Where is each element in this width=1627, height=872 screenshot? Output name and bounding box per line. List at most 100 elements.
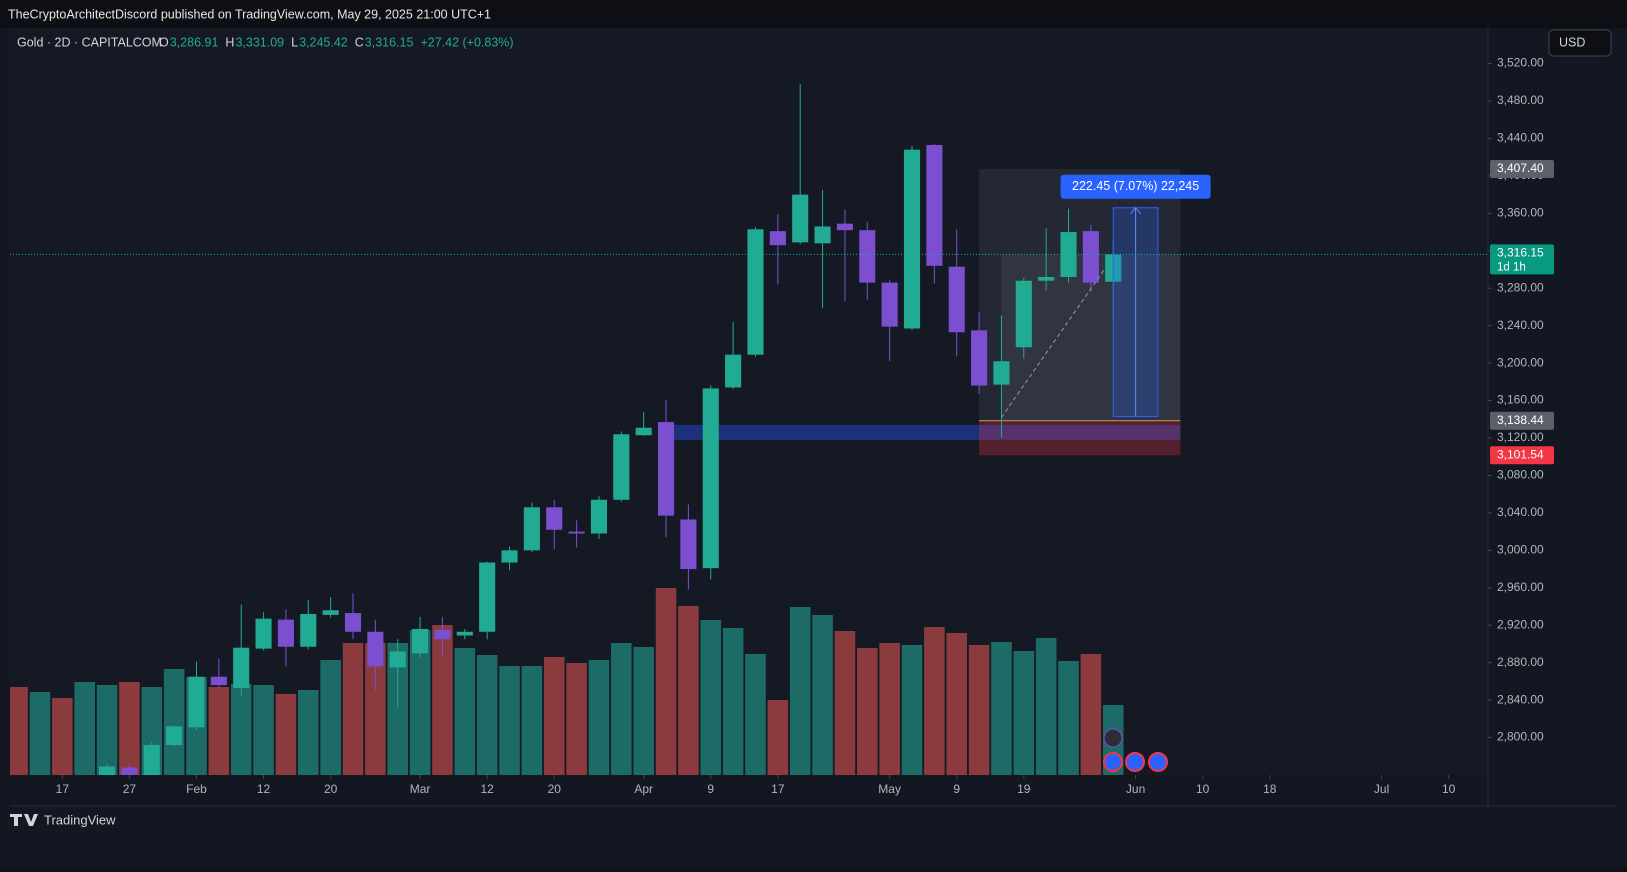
logo-icon [10, 814, 38, 826]
volume-bar [633, 647, 654, 775]
candle-body [769, 231, 786, 246]
legend: Gold · 2D · CAPITALCOM O 3,286.91 H 3,331.0… [17, 35, 514, 49]
volume-bar [454, 648, 476, 775]
y-tick-label: 3,280.00 [1497, 280, 1544, 294]
event-icon[interactable] [1103, 728, 1123, 748]
x-tick-label: Jun [1126, 782, 1145, 796]
ohlc-name: C [355, 35, 364, 49]
x-tick-label: Mar [410, 782, 431, 796]
candle-body [456, 631, 473, 636]
y-tick-label: 3,080.00 [1497, 468, 1544, 482]
target-area [979, 168, 1181, 421]
y-tick-label: 2,880.00 [1497, 655, 1544, 669]
volume-bar [834, 631, 856, 775]
candle-body [881, 282, 898, 327]
volume-bar [611, 643, 632, 775]
trend-line [1001, 269, 1105, 418]
candle-body [166, 726, 183, 746]
volume-bar [163, 669, 185, 775]
x-tick-label: 12 [480, 782, 494, 796]
countdown: 1d 1h [1497, 261, 1526, 273]
volume-bar [901, 645, 923, 775]
measure-label-bg [1060, 174, 1211, 199]
last-price-label: 3,316.15 [1497, 246, 1544, 260]
candle-body [635, 427, 652, 436]
x-tick-label: May [878, 782, 901, 796]
volume-bar [230, 684, 252, 775]
volume-bar [320, 660, 341, 775]
volume-bar [1058, 661, 1079, 775]
event-icon[interactable] [1148, 752, 1168, 772]
candle-body [971, 330, 988, 386]
candle-body [792, 194, 809, 243]
x-tick-label: Jul [1374, 782, 1389, 796]
x-tick-label: 17 [771, 782, 785, 796]
x-tick-label: 18 [1263, 782, 1277, 796]
candle-body [590, 499, 608, 534]
volume-bar [1035, 638, 1057, 775]
candle-body [993, 361, 1010, 385]
volume-bar [812, 615, 833, 775]
x-tick-label: 10 [1196, 782, 1210, 796]
candle-body [367, 631, 384, 667]
y-tick-label: 3,200.00 [1497, 355, 1544, 369]
candle-body [277, 619, 294, 647]
change: +27.42 (+0.83%) [420, 35, 513, 49]
event-icon[interactable] [1125, 752, 1145, 772]
candle-body [568, 531, 585, 534]
y-tick-label: 2,920.00 [1497, 617, 1544, 631]
x-tick-label: 27 [123, 782, 137, 796]
x-tick-label: 12 [257, 782, 271, 796]
candle-body [903, 149, 921, 329]
measure-arrowhead [1130, 206, 1141, 215]
candle-body [322, 610, 339, 615]
stop-area [979, 420, 1181, 456]
event-icon[interactable] [1103, 752, 1123, 772]
x-tick-label: Feb [186, 782, 207, 796]
volume-bar [409, 630, 431, 775]
volume-bar [74, 682, 95, 775]
volume-bar [342, 643, 364, 775]
y-tick-label: 3,440.00 [1497, 131, 1544, 145]
volume-bar [767, 700, 789, 775]
ohlc-name: O [159, 35, 169, 49]
volume-bar [678, 606, 699, 775]
currency-button[interactable] [1548, 29, 1612, 57]
ohlc-name: H [225, 35, 234, 49]
volume-bar [96, 685, 118, 775]
last-price-badge [1490, 244, 1554, 275]
volume-bar [588, 660, 610, 775]
currency[interactable]: USD [1559, 35, 1585, 49]
volume-bar [924, 627, 945, 775]
ohlc-value: 3,316.15 [365, 35, 414, 49]
candle-body [479, 562, 496, 632]
candle-body [613, 434, 630, 500]
x-tick-label: 20 [548, 782, 562, 796]
volume-bar [968, 645, 990, 775]
x-tick-label: 10 [1442, 782, 1456, 796]
volume-bar [365, 643, 386, 775]
x-tick-label: 9 [707, 782, 714, 796]
candle-body [657, 422, 675, 516]
volume-bar [566, 663, 587, 775]
candle-body [98, 766, 116, 775]
chart-title: Gold · 2D · CAPITALCOM [17, 35, 162, 49]
volume-bar [521, 666, 543, 775]
footer-brand: TradingView [44, 812, 116, 827]
volume-bar [297, 690, 319, 775]
volume-bar [722, 628, 744, 775]
volume-bar [1013, 651, 1035, 775]
volume-bar [543, 657, 565, 775]
volume-bar [499, 666, 520, 775]
target-badge [1490, 159, 1554, 178]
volume-bar [655, 588, 677, 775]
ohlc-name: L [291, 35, 298, 49]
candle-body [725, 354, 742, 388]
plot [10, 84, 1488, 775]
x-tick-label: 9 [953, 782, 960, 796]
entry-badge [1490, 411, 1554, 430]
candle-body [546, 507, 563, 530]
candle-body [434, 629, 451, 640]
event-icons [1103, 728, 1168, 772]
